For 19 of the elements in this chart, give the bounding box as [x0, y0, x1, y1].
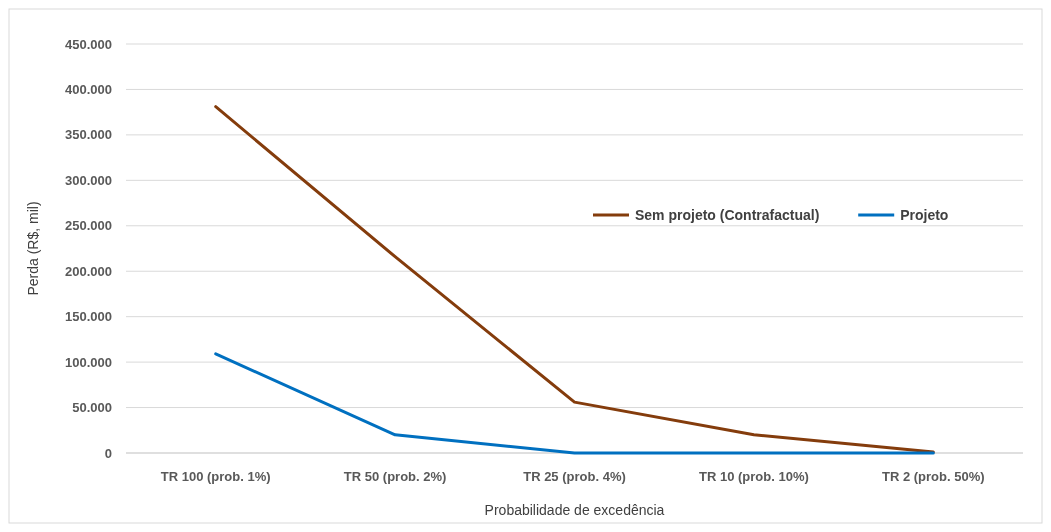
y-tick-label: 250.000: [65, 218, 112, 234]
x-tick-label: TR 10 (prob. 10%): [699, 469, 809, 484]
y-tick-label: 150.000: [65, 309, 112, 325]
x-tick-label: TR 2 (prob. 50%): [882, 469, 985, 484]
x-tick-label: TR 25 (prob. 4%): [523, 469, 626, 484]
x-axis-title: Probabilidade de excedência: [484, 502, 665, 518]
y-tick-label: 200.000: [65, 263, 112, 279]
y-tick-label: 100.000: [65, 354, 112, 370]
y-tick-label: 450.000: [65, 36, 112, 52]
x-tick-label: TR 50 (prob. 2%): [343, 469, 447, 484]
y-axis-title: Perda (R$, mil): [25, 201, 41, 296]
legend-label: Projeto: [900, 206, 949, 223]
legend-label: Sem projeto (Contrafactual): [635, 206, 820, 223]
y-tick-label: 400.000: [65, 81, 112, 97]
y-tick-label: 50.000: [72, 400, 112, 416]
y-tick-label: 350.000: [65, 127, 112, 143]
y-tick-label: 0: [104, 445, 112, 461]
x-tick-label: TR 100 (prob. 1%): [160, 469, 271, 484]
y-tick-label: 300.000: [65, 172, 112, 188]
